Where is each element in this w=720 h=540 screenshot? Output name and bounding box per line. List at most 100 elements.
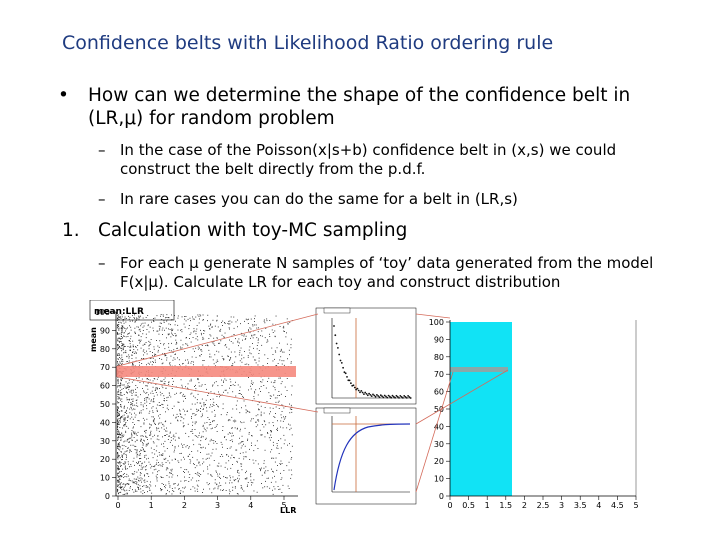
scatter-point bbox=[198, 382, 200, 384]
scatter-point bbox=[253, 396, 255, 397]
scatter-point bbox=[277, 465, 278, 466]
scatter-point bbox=[117, 362, 118, 364]
distribution-point bbox=[378, 396, 381, 398]
scatter-point bbox=[134, 332, 136, 334]
scatter-point bbox=[163, 400, 165, 401]
scatter-point bbox=[123, 322, 125, 324]
scatter-point bbox=[136, 440, 138, 441]
scatter-point bbox=[119, 385, 121, 386]
scatter-point bbox=[227, 433, 229, 435]
scatter-point bbox=[127, 448, 129, 449]
scatter-point bbox=[120, 462, 122, 463]
scatter-point bbox=[134, 431, 136, 433]
scatter-point bbox=[182, 491, 184, 493]
scatter-point bbox=[213, 343, 215, 345]
scatter-point bbox=[195, 356, 197, 358]
distribution-point bbox=[343, 371, 346, 374]
y-tick-label: 60 bbox=[434, 388, 444, 397]
scatter-point bbox=[200, 474, 202, 475]
scatter-point bbox=[142, 333, 144, 335]
scatter-point bbox=[215, 361, 217, 363]
scatter-point bbox=[164, 400, 165, 402]
scatter-point bbox=[169, 486, 171, 488]
scatter-point bbox=[289, 429, 291, 431]
scatter-point bbox=[208, 443, 210, 445]
scatter-point bbox=[212, 398, 214, 400]
scatter-point bbox=[203, 403, 205, 405]
scatter-point bbox=[117, 314, 118, 316]
scatter-point bbox=[233, 457, 234, 458]
scatter-point bbox=[247, 355, 249, 357]
scatter-point bbox=[290, 347, 292, 349]
scatter-point bbox=[149, 463, 151, 465]
scatter-point bbox=[161, 393, 163, 394]
scatter-point bbox=[118, 472, 120, 474]
scatter-point bbox=[123, 418, 125, 420]
scatter-point bbox=[241, 441, 242, 443]
scatter-point bbox=[132, 431, 134, 433]
scatter-point bbox=[120, 476, 122, 478]
scatter-point bbox=[283, 360, 285, 362]
scatter-point bbox=[162, 454, 164, 456]
scatter-point bbox=[156, 427, 157, 429]
scatter-point bbox=[177, 420, 179, 422]
scatter-point bbox=[167, 404, 169, 406]
scatter-point bbox=[140, 402, 142, 404]
scatter-point bbox=[117, 340, 118, 342]
scatter-point bbox=[134, 394, 136, 396]
scatter-point bbox=[118, 445, 119, 447]
scatter-point bbox=[125, 350, 127, 352]
scatter-point bbox=[122, 378, 123, 379]
scatter-point bbox=[185, 432, 187, 434]
scatter-point bbox=[131, 393, 133, 395]
scatter-point bbox=[254, 392, 256, 394]
scatter-point bbox=[139, 472, 141, 473]
scatter-point bbox=[272, 422, 274, 423]
scatter-point bbox=[137, 345, 139, 346]
scatter-point bbox=[229, 479, 231, 481]
scatter-point bbox=[164, 459, 166, 460]
scatter-point bbox=[155, 407, 157, 409]
scatter-point bbox=[185, 446, 187, 448]
scatter-point bbox=[141, 449, 143, 451]
scatter-point bbox=[144, 450, 146, 452]
scatter-point bbox=[142, 350, 144, 352]
scatter-point bbox=[135, 392, 137, 393]
scatter-point bbox=[262, 365, 264, 366]
scatter-point bbox=[140, 491, 142, 493]
scatter-point bbox=[259, 429, 261, 431]
scatter-point bbox=[122, 474, 124, 475]
scatter-point bbox=[137, 476, 139, 478]
scatter-point bbox=[140, 441, 142, 442]
y-tick-label: 100 bbox=[95, 308, 110, 317]
scatter-point bbox=[223, 359, 224, 361]
scatter-point bbox=[230, 457, 232, 459]
scatter-point bbox=[117, 406, 118, 408]
scatter-point bbox=[118, 344, 120, 346]
scatter-point bbox=[163, 382, 165, 384]
scatter-point bbox=[118, 340, 120, 342]
scatter-point bbox=[144, 419, 145, 421]
scatter-point bbox=[128, 340, 130, 342]
scatter-point bbox=[180, 420, 182, 422]
scatter-point bbox=[120, 434, 121, 435]
scatter-point bbox=[263, 420, 265, 422]
scatter-point bbox=[241, 463, 243, 465]
scatter-point bbox=[253, 450, 255, 452]
scatter-point bbox=[187, 318, 189, 320]
scatter-point bbox=[187, 345, 189, 347]
scatter-point bbox=[121, 314, 123, 316]
distribution-point bbox=[333, 325, 335, 327]
scatter-point bbox=[146, 350, 147, 352]
scatter-point bbox=[118, 347, 120, 349]
scatter-point bbox=[140, 426, 142, 428]
scatter-point bbox=[123, 407, 125, 409]
scatter-point bbox=[260, 469, 262, 470]
scatter-point bbox=[266, 401, 268, 402]
scatter-point bbox=[147, 382, 149, 384]
scatter-point bbox=[129, 449, 130, 451]
scatter-point bbox=[160, 422, 162, 424]
scatter-point bbox=[283, 470, 285, 471]
scatter-point bbox=[156, 315, 158, 317]
